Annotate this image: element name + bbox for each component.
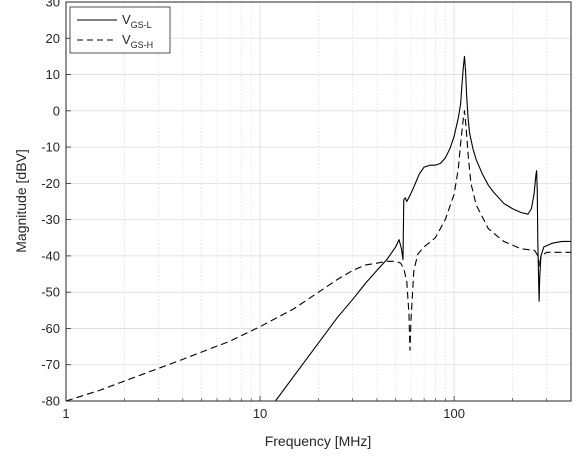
y-tick-label: -50: [41, 285, 60, 300]
series-line-v-gs-h: [65, 110, 571, 402]
legend: VGS-L VGS-H: [69, 6, 171, 54]
legend-box: [69, 6, 171, 54]
y-tick-label: -70: [41, 357, 60, 372]
y-tick-label: -10: [41, 140, 60, 155]
legend-label-vgs-h-main: V: [122, 32, 131, 47]
legend-label-vgs-h: VGS-H: [122, 32, 153, 50]
x-tick-label: 100: [443, 406, 465, 421]
y-tick-label: 30: [46, 0, 60, 10]
y-tick-label: -80: [41, 394, 60, 409]
legend-label-vgs-l: VGS-L: [122, 12, 152, 30]
y-tick-label: 20: [46, 31, 60, 46]
series-group: [65, 55, 571, 402]
legend-label-vgs-l-sub: GS-L: [131, 20, 152, 30]
series-line-v-gs-l: [274, 55, 571, 402]
x-tick-label: 1: [62, 406, 69, 421]
x-axis-label: Frequency [MHz]: [265, 433, 372, 449]
y-tick-label: -20: [41, 176, 60, 191]
y-tick-label: -30: [41, 212, 60, 227]
y-tick-label: 10: [46, 67, 60, 82]
legend-label-vgs-l-main: V: [122, 12, 131, 27]
ticks: 1 10 100 -80 -70 -60 -50 -40 -30 -20 -10 0 10 20 30: [41, 0, 572, 421]
legend-label-vgs-h-sub: GS-H: [131, 40, 154, 50]
x-tick-label: 10: [253, 406, 267, 421]
y-tick-label: 0: [53, 103, 60, 118]
y-tick-label: -40: [41, 248, 60, 263]
y-axis-label: Magnitude [dBV]: [13, 149, 29, 253]
y-tick-label: -60: [41, 321, 60, 336]
